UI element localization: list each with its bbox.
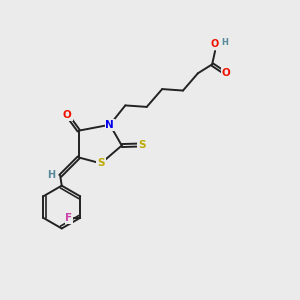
Text: O: O (222, 68, 230, 78)
Text: S: S (97, 158, 105, 168)
Text: O: O (211, 39, 219, 49)
Text: N: N (106, 120, 114, 130)
Text: H: H (221, 38, 228, 47)
Text: F: F (65, 213, 73, 223)
Text: S: S (138, 140, 146, 150)
Text: O: O (63, 110, 72, 120)
Text: H: H (47, 170, 56, 180)
